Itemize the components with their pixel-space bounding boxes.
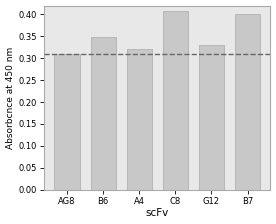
Bar (91, 37, 116, 190)
Y-axis label: Absorbcnce at 450 nm: Absorbcnce at 450 nm (6, 47, 15, 149)
X-axis label: scFv: scFv (146, 209, 169, 218)
Bar (235, 14, 260, 190)
Bar (163, 11, 188, 190)
Bar (54, 54, 80, 190)
Bar (127, 50, 152, 190)
Bar (199, 45, 224, 190)
